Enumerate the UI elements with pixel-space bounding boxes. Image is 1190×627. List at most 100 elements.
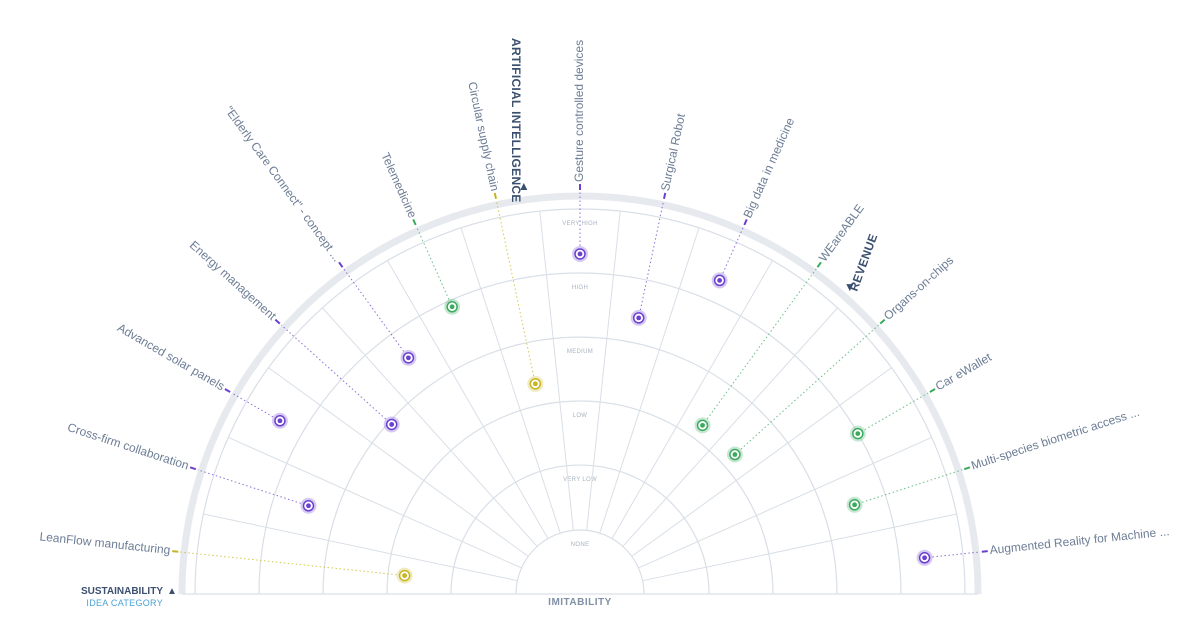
idea-dot-core xyxy=(389,422,395,427)
leader-line xyxy=(702,268,817,426)
idea-dot[interactable] xyxy=(271,412,288,429)
level-ring xyxy=(386,400,774,595)
idea-label[interactable]: LeanFlow manufacturing xyxy=(39,529,171,557)
idea-dot-core xyxy=(306,503,311,509)
sector-divider xyxy=(460,227,561,534)
category-marker xyxy=(981,550,988,553)
idea-label[interactable]: Telemedicine xyxy=(378,150,419,220)
idea-label[interactable]: Augmented Reality for Machine ... xyxy=(989,524,1170,557)
leader-line xyxy=(638,200,665,318)
idea-label[interactable]: Cross-firm collaboration xyxy=(66,420,191,472)
idea-dot[interactable] xyxy=(630,309,647,326)
idea-dots xyxy=(271,245,933,584)
idea-dot[interactable] xyxy=(300,497,317,514)
leader-line xyxy=(231,392,281,422)
idea-label[interactable]: Big data in medicine xyxy=(740,115,797,220)
leader-line xyxy=(495,200,536,384)
idea-dot-core xyxy=(577,251,583,257)
idea-label[interactable]: Surgical Robot xyxy=(658,112,688,193)
idea-dot[interactable] xyxy=(916,549,933,566)
idea-dot-core xyxy=(700,422,705,428)
idea-label[interactable]: Circular supply chain xyxy=(465,80,502,192)
leader-line xyxy=(180,551,405,577)
leader-line xyxy=(719,226,744,281)
idea-dot-core xyxy=(852,502,857,508)
idea-label[interactable]: Multi-species biometric access ... xyxy=(969,405,1141,473)
idea-dot[interactable] xyxy=(572,245,588,262)
sector-divider xyxy=(622,307,838,547)
sector-divider xyxy=(322,307,538,547)
idea-dot[interactable] xyxy=(383,416,400,433)
category-marker xyxy=(963,466,971,471)
sector-divider xyxy=(228,436,522,569)
sector-divider xyxy=(611,260,773,539)
idea-dot-core xyxy=(277,418,283,424)
idea-labels: LeanFlow manufacturing Cross-firm collabo… xyxy=(39,40,1170,557)
ring-label: NONE xyxy=(571,542,590,548)
category-marker xyxy=(743,219,748,226)
idea-dot[interactable] xyxy=(694,417,711,434)
level-ring xyxy=(450,464,710,595)
idea-dot[interactable] xyxy=(849,425,866,442)
category-marker xyxy=(338,261,344,268)
idea-dot[interactable] xyxy=(711,272,728,289)
sector-divider xyxy=(539,211,574,531)
leader-line xyxy=(924,551,980,559)
sector-divider xyxy=(599,227,700,534)
category-marker xyxy=(274,318,281,325)
leader-line xyxy=(857,392,929,435)
category-marker xyxy=(493,192,497,200)
idea-dot-core xyxy=(855,431,861,436)
idea-label[interactable]: Organs-on-chips xyxy=(881,253,956,323)
sector-title-artificial-intelligence[interactable]: ARTIFICIAL INTELLIGENCE xyxy=(509,38,523,203)
sort-arrow-icon[interactable]: ▲ xyxy=(167,586,177,597)
idea-dot[interactable] xyxy=(396,567,413,584)
idea-label[interactable]: Car eWallet xyxy=(933,350,994,394)
idea-dot-core xyxy=(402,573,408,578)
sector-divider xyxy=(387,260,549,539)
ring-label: MEDIUM xyxy=(567,349,593,355)
sector-divider xyxy=(268,367,529,557)
idea-dot-core xyxy=(532,381,538,387)
category-marker xyxy=(929,388,936,393)
leader-line xyxy=(734,324,880,455)
idea-label[interactable]: Energy management xyxy=(187,238,280,323)
imitability-axis-label: IMITABILITY xyxy=(548,597,612,608)
ring-label: VERY LOW xyxy=(563,477,597,483)
idea-label[interactable]: "Elderly Care Connect" - concept ... xyxy=(222,103,344,264)
sector-divider xyxy=(642,513,957,582)
idea-dot[interactable] xyxy=(726,446,743,463)
level-ring xyxy=(515,529,645,595)
leader-line xyxy=(854,469,963,506)
idea-dot[interactable] xyxy=(846,496,863,513)
idea-label[interactable]: Advanced solar panels xyxy=(115,321,227,394)
level-ring xyxy=(322,336,838,595)
idea-dot[interactable] xyxy=(400,349,417,366)
ai-sort-arrow-icon[interactable]: ▲ xyxy=(518,179,530,193)
leader-line xyxy=(416,226,453,308)
legend-sustainability-title[interactable]: SUSTAINABILITY xyxy=(81,586,163,597)
leader-line xyxy=(197,469,309,507)
outer-rim xyxy=(178,192,982,595)
level-ring xyxy=(258,272,902,595)
idea-dot-core xyxy=(636,315,642,321)
leader-line xyxy=(280,324,393,425)
sector-divider xyxy=(631,367,892,557)
idea-dot[interactable] xyxy=(444,298,461,315)
idea-dot-core xyxy=(922,555,927,561)
sector-divider xyxy=(638,436,932,569)
revenue-sort-arrow-icon[interactable]: ▼ xyxy=(844,280,856,294)
idea-dot-core xyxy=(449,304,455,310)
idea-dot[interactable] xyxy=(527,375,544,392)
leader-lines xyxy=(180,192,980,577)
category-marker xyxy=(189,466,197,471)
sector-divider xyxy=(203,513,518,582)
spokes-layer xyxy=(195,211,965,595)
ring-label: VERY HIGH xyxy=(562,221,598,227)
category-marker xyxy=(172,550,179,553)
category-marker xyxy=(412,219,417,226)
legend-subtitle: IDEA CATEGORY xyxy=(86,598,163,608)
idea-dot-core xyxy=(406,355,411,361)
idea-dot-core xyxy=(732,452,738,457)
idea-label[interactable]: Gesture controlled devices xyxy=(572,40,586,182)
